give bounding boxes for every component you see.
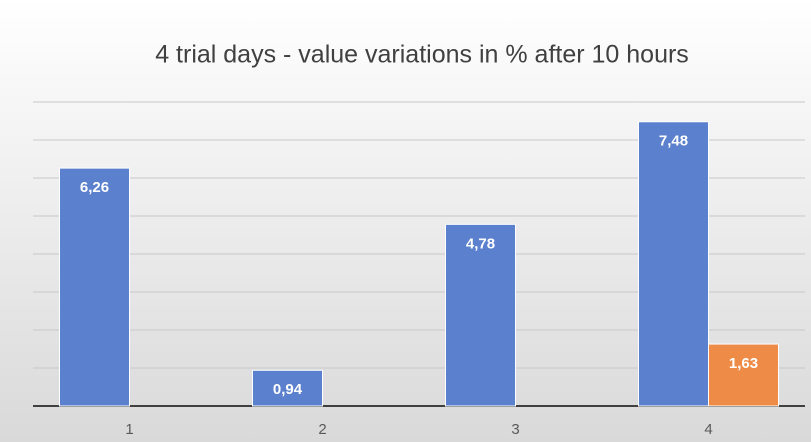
data-label: 0,94 (273, 381, 303, 398)
data-label: 4,78 (466, 235, 495, 252)
x-tick-label: 1 (125, 421, 133, 438)
x-tick-label: 4 (704, 421, 712, 438)
data-label: 6,26 (80, 179, 109, 196)
x-tick-label: 2 (318, 421, 326, 438)
bar (708, 343, 779, 407)
x-tick-label: 3 (511, 421, 519, 438)
bar (59, 167, 130, 407)
data-label: 1,63 (729, 355, 758, 372)
data-label: 7,48 (659, 133, 688, 150)
chart-title: 4 trial days - value variations in % aft… (155, 41, 689, 69)
bar (445, 223, 516, 407)
bar (638, 121, 709, 407)
bar (252, 369, 323, 407)
